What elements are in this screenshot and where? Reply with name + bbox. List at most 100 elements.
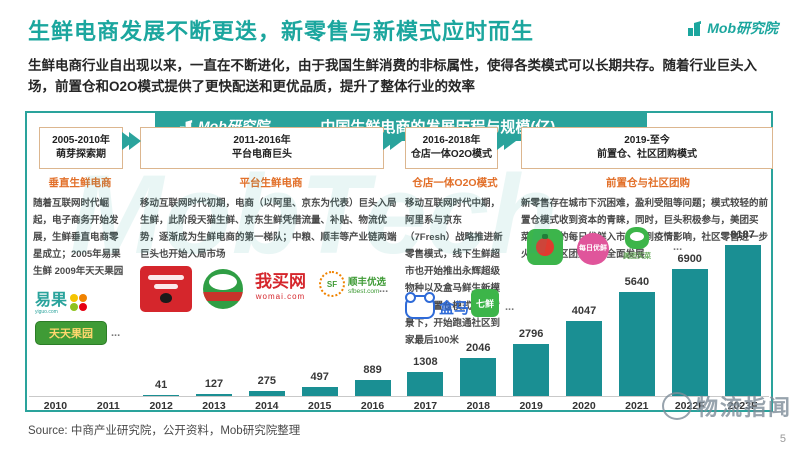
column-o2o-model: 仓店一体O2O模式 移动互联网时代中期，阿里系与京东（7Fresh）战略推进新零… bbox=[405, 175, 505, 349]
bar-2014 bbox=[248, 391, 285, 396]
timeline-stage-3: 2016-2018年 仓店一体O2O模式 bbox=[405, 127, 498, 169]
column-platform-fresh-ecommerce: 平台生鲜电商 移动互联网时代初期，电商（以阿里、京东为代表）巨头入局生鲜，此阶段… bbox=[140, 175, 402, 263]
tiantianguoyuan-logo: 天天果园 bbox=[35, 321, 107, 345]
logo-shape bbox=[203, 292, 243, 301]
bar-value-2016: 889 bbox=[363, 364, 382, 376]
column-vertical-fresh-ecommerce: 垂直生鲜电商 随着互联网时代崛起，电子商务开始发展，生鲜垂直电商零星成立；200… bbox=[33, 175, 127, 280]
x-tick-2016: 2016 bbox=[360, 400, 385, 412]
column-header: 垂直生鲜电商 bbox=[48, 177, 112, 189]
chart-panel: Mob研究院 中国生鲜电商的发展历程与规模(亿) 2005-2010年 萌芽探索… bbox=[25, 111, 773, 412]
tiantianguoyuan-logo-text: 天天果园 bbox=[49, 328, 93, 340]
bar-2017 bbox=[407, 372, 444, 396]
x-tick-2015: 2015 bbox=[308, 400, 332, 412]
chevron-right-icon bbox=[383, 132, 402, 155]
bar-value-2022F: 6900 bbox=[677, 253, 702, 265]
bar-value-2020: 4047 bbox=[571, 305, 597, 317]
page-number: 5 bbox=[779, 433, 786, 445]
x-tick-2013: 2013 bbox=[202, 400, 226, 412]
x-tick-2010: 2010 bbox=[43, 400, 68, 412]
bar-value-2023F: 8187 bbox=[730, 229, 755, 241]
bar-2021 bbox=[618, 292, 655, 396]
timeline-stage-1: 2005-2010年 萌芽探索期 bbox=[39, 127, 123, 169]
missfresh-logo: 每日优鲜 bbox=[577, 233, 609, 265]
column-header: 前置仓与社区团购 bbox=[606, 177, 690, 189]
tmall-logo-mark bbox=[148, 275, 184, 280]
x-tick-2012: 2012 bbox=[149, 400, 173, 412]
qixian-7fresh-logo: 七鲜 bbox=[471, 289, 499, 317]
bar-value-2013: 127 bbox=[204, 378, 224, 390]
yiguo-logo-text: 易果 bbox=[35, 292, 68, 309]
womai-logo-url: womai.com bbox=[255, 291, 306, 301]
intro-text: 生鲜电商行业自出现以来，一直在不断进化，由于我国生鲜消费的非标属性，使得各类模式… bbox=[28, 58, 757, 94]
tmall-fresh-logo bbox=[140, 266, 192, 312]
qixian-logo-text: 七鲜 bbox=[475, 298, 494, 309]
bar-2019 bbox=[513, 344, 550, 396]
mob-building-icon bbox=[688, 21, 702, 36]
bar-2018 bbox=[460, 358, 497, 396]
chevron-right-icon bbox=[497, 132, 516, 155]
ellipsis-more: ... bbox=[673, 241, 683, 253]
bar-2012 bbox=[143, 395, 180, 396]
stage-label: 萌芽探索期 bbox=[56, 149, 106, 160]
bar-2023F bbox=[724, 245, 761, 396]
green-circle-brand-logo bbox=[203, 269, 243, 309]
womai-logo: 我买网 womai.com bbox=[255, 272, 306, 301]
yiguo-logo: 易果 yiguo.com bbox=[35, 292, 88, 315]
sfbest-logo-url: sfbest.com bbox=[348, 287, 380, 295]
bar-value-2014: 275 bbox=[257, 375, 277, 387]
kangaroo-icon bbox=[625, 227, 649, 249]
stage-period: 2016-2018年 bbox=[422, 135, 481, 146]
sfbest-logo: SF 顺丰优选 sfbest.com bbox=[319, 271, 386, 297]
ellipsis-more: ... bbox=[505, 301, 515, 313]
brand-logo: Mob研究院 bbox=[687, 18, 778, 38]
logo-shape bbox=[209, 274, 237, 290]
x-tick-2017: 2017 bbox=[413, 400, 438, 412]
ellipsis-more: ... bbox=[379, 283, 389, 295]
tmall-cat-icon bbox=[160, 293, 172, 303]
sun-icon: SF bbox=[319, 271, 345, 297]
bar-chart: 41 127 275 497 889 1308 2046 2796 4047 5640 6900 81… bbox=[29, 113, 769, 396]
brand-logo-text: Mob研究院 bbox=[707, 20, 778, 36]
yiguo-logo-url: yiguo.com bbox=[35, 309, 58, 315]
sfbest-logo-text: 顺丰优选 bbox=[348, 276, 387, 288]
tomato-icon bbox=[536, 234, 554, 256]
tmall-logo-mark bbox=[154, 284, 178, 289]
column-body: 随着互联网时代崛起，电子商务开始发展，生鲜垂直电商零星成立；2005年易果生鲜 … bbox=[33, 198, 124, 278]
stage-label: 平台电商巨头 bbox=[232, 149, 292, 160]
bar-value-2018: 2046 bbox=[466, 342, 491, 354]
hema-logo-text: 盒马 bbox=[439, 299, 470, 317]
timeline-stage-2: 2011-2016年 平台电商巨头 bbox=[140, 127, 384, 169]
bar-2015 bbox=[301, 387, 338, 396]
x-tick-2022F: 2022F bbox=[674, 400, 705, 412]
x-tick-2019: 2019 bbox=[519, 400, 543, 412]
hema-logo: 盒马 bbox=[405, 292, 470, 319]
column-body: 移动互联网时代中期，阿里系与京东（7Fresh）战略推进新零售模式，线下生鲜超市… bbox=[405, 198, 503, 346]
bar-value-2021: 5640 bbox=[624, 276, 650, 288]
stage-label: 仓店一体O2O模式 bbox=[410, 149, 493, 160]
bar-2016 bbox=[354, 380, 391, 396]
bar-2020 bbox=[566, 321, 602, 396]
bar-value-2012: 41 bbox=[155, 379, 168, 391]
page-title: 生鲜电商发展不断更迭，新零售与新模式应时而生 bbox=[28, 19, 535, 44]
x-tick-2020: 2020 bbox=[572, 400, 596, 412]
bar-value-2019: 2796 bbox=[518, 328, 544, 340]
x-tick-2021: 2021 bbox=[625, 400, 649, 412]
bar-2022F bbox=[671, 269, 708, 396]
womai-logo-text: 我买网 bbox=[255, 272, 306, 291]
yiguo-dots-icon bbox=[70, 294, 88, 311]
chevron-right-icon bbox=[122, 132, 141, 155]
stage-label: 前置仓、社区团购模式 bbox=[597, 149, 697, 160]
stage-period: 2011-2016年 bbox=[233, 135, 291, 146]
timeline-stage-4: 2019-至今 前置仓、社区团购模式 bbox=[521, 127, 773, 169]
x-tick-2023F: 2023F bbox=[727, 400, 758, 412]
missfresh-logo-text: 每日优鲜 bbox=[579, 244, 607, 252]
meituan-maicai-logo: 美团买菜 bbox=[623, 227, 651, 261]
column-body: 移动互联网时代初期，电商（以阿里、京东为代表）巨头入局生鲜，此阶段天猫生鲜、京东… bbox=[140, 198, 397, 261]
stage-period: 2005-2010年 bbox=[52, 135, 110, 146]
x-axis-labels: 2010 2011 2012 2013 2014 2015 2016 2017 2018 2019… bbox=[29, 400, 769, 413]
x-tick-2014: 2014 bbox=[255, 400, 279, 412]
dingdong-maicai-logo bbox=[527, 229, 563, 265]
column-header: 仓店一体O2O模式 bbox=[412, 177, 498, 189]
stage-period: 2019-至今 bbox=[624, 135, 670, 146]
